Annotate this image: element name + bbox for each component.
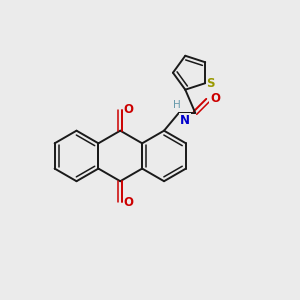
Text: N: N (180, 114, 190, 127)
Text: H: H (173, 100, 181, 110)
Text: O: O (123, 196, 133, 208)
Text: O: O (210, 92, 220, 105)
Text: O: O (123, 103, 133, 116)
Text: S: S (206, 77, 215, 90)
